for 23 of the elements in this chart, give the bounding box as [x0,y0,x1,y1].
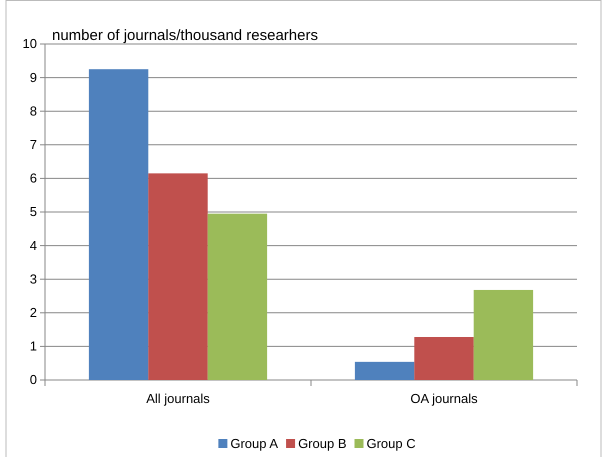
legend-label: Group B [298,436,346,451]
bar [208,214,268,380]
y-tick-label: 3 [30,271,37,286]
y-tick-label: 2 [30,304,37,320]
y-tick-label: 4 [30,238,37,253]
bar [474,290,534,380]
x-tick-label: OA journals [410,391,478,406]
legend-label: Group A [230,436,278,451]
y-tick-label: 5 [30,204,37,220]
chart-title: number of journals/thousand researhers [52,27,318,44]
y-tick-label: 9 [30,70,37,85]
y-tick-label: 10 [22,36,37,52]
y-tick-label: 8 [30,103,37,118]
bar [414,336,474,380]
bar [88,69,148,380]
bar [354,362,414,380]
y-tick-label: 7 [30,136,37,152]
y-tick-label: 6 [30,170,37,186]
bar [148,173,208,380]
y-tick-label: 1 [30,338,37,354]
x-tick-label: All journals [146,391,210,406]
y-tick-label: 0 [30,372,37,388]
legend-label: Group C [366,436,416,451]
